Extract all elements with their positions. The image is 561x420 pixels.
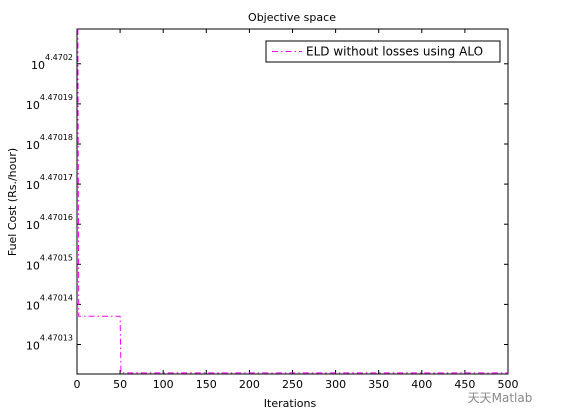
- tick-base: 10: [26, 179, 40, 192]
- y-tick-label: 104.4702: [31, 53, 73, 72]
- x-axis-label: Iterations: [264, 397, 317, 410]
- x-tick-label: 500: [498, 378, 519, 391]
- x-tick-label: 250: [282, 378, 303, 391]
- tick-base: 10: [26, 139, 40, 152]
- x-tick-label: 150: [196, 378, 217, 391]
- y-tick-label: 104.47017: [26, 173, 73, 192]
- tick-exponent: 4.47014: [40, 293, 73, 302]
- tick-base: 10: [26, 259, 40, 272]
- y-tick-label: 104.47018: [26, 133, 73, 152]
- x-tick-label: 350: [368, 378, 389, 391]
- y-tick-label: 104.47016: [26, 213, 73, 232]
- y-tick-label: 104.47013: [26, 334, 73, 353]
- tick-base: 10: [26, 340, 40, 353]
- x-tick-label: 200: [239, 378, 260, 391]
- tick-base: 10: [31, 59, 45, 72]
- x-tick-label: 0: [74, 378, 81, 391]
- tick-exponent: 4.4702: [45, 53, 73, 62]
- chart-title: Objective space: [248, 11, 336, 24]
- legend-box: [265, 40, 501, 63]
- y-tick-label: 104.47014: [26, 293, 73, 312]
- x-tick-label: 300: [325, 378, 346, 391]
- legend-label: ELD without losses using ALO: [306, 45, 483, 59]
- y-axis-label: Fuel Cost (Rs./hour): [6, 148, 19, 256]
- watermark: 天天Matlab: [468, 391, 533, 405]
- y-tick-label: 104.47019: [26, 93, 73, 112]
- tick-exponent: 4.47017: [40, 173, 73, 182]
- axes-box: [76, 28, 509, 375]
- tick-base: 10: [26, 299, 40, 312]
- y-tick-label: 104.47015: [26, 253, 73, 272]
- x-tick-label: 400: [411, 378, 432, 391]
- tick-base: 10: [26, 219, 40, 232]
- tick-base: 10: [26, 99, 40, 112]
- tick-exponent: 4.47016: [40, 213, 73, 222]
- x-tick-label: 100: [153, 378, 174, 391]
- line-series: [77, 28, 508, 374]
- x-tick-label: 50: [113, 378, 127, 391]
- tick-exponent: 4.47019: [40, 93, 73, 102]
- tick-exponent: 4.47013: [40, 334, 73, 343]
- tick-exponent: 4.47018: [40, 133, 73, 142]
- tick-exponent: 4.47015: [40, 253, 73, 262]
- x-tick-label: 450: [454, 378, 475, 391]
